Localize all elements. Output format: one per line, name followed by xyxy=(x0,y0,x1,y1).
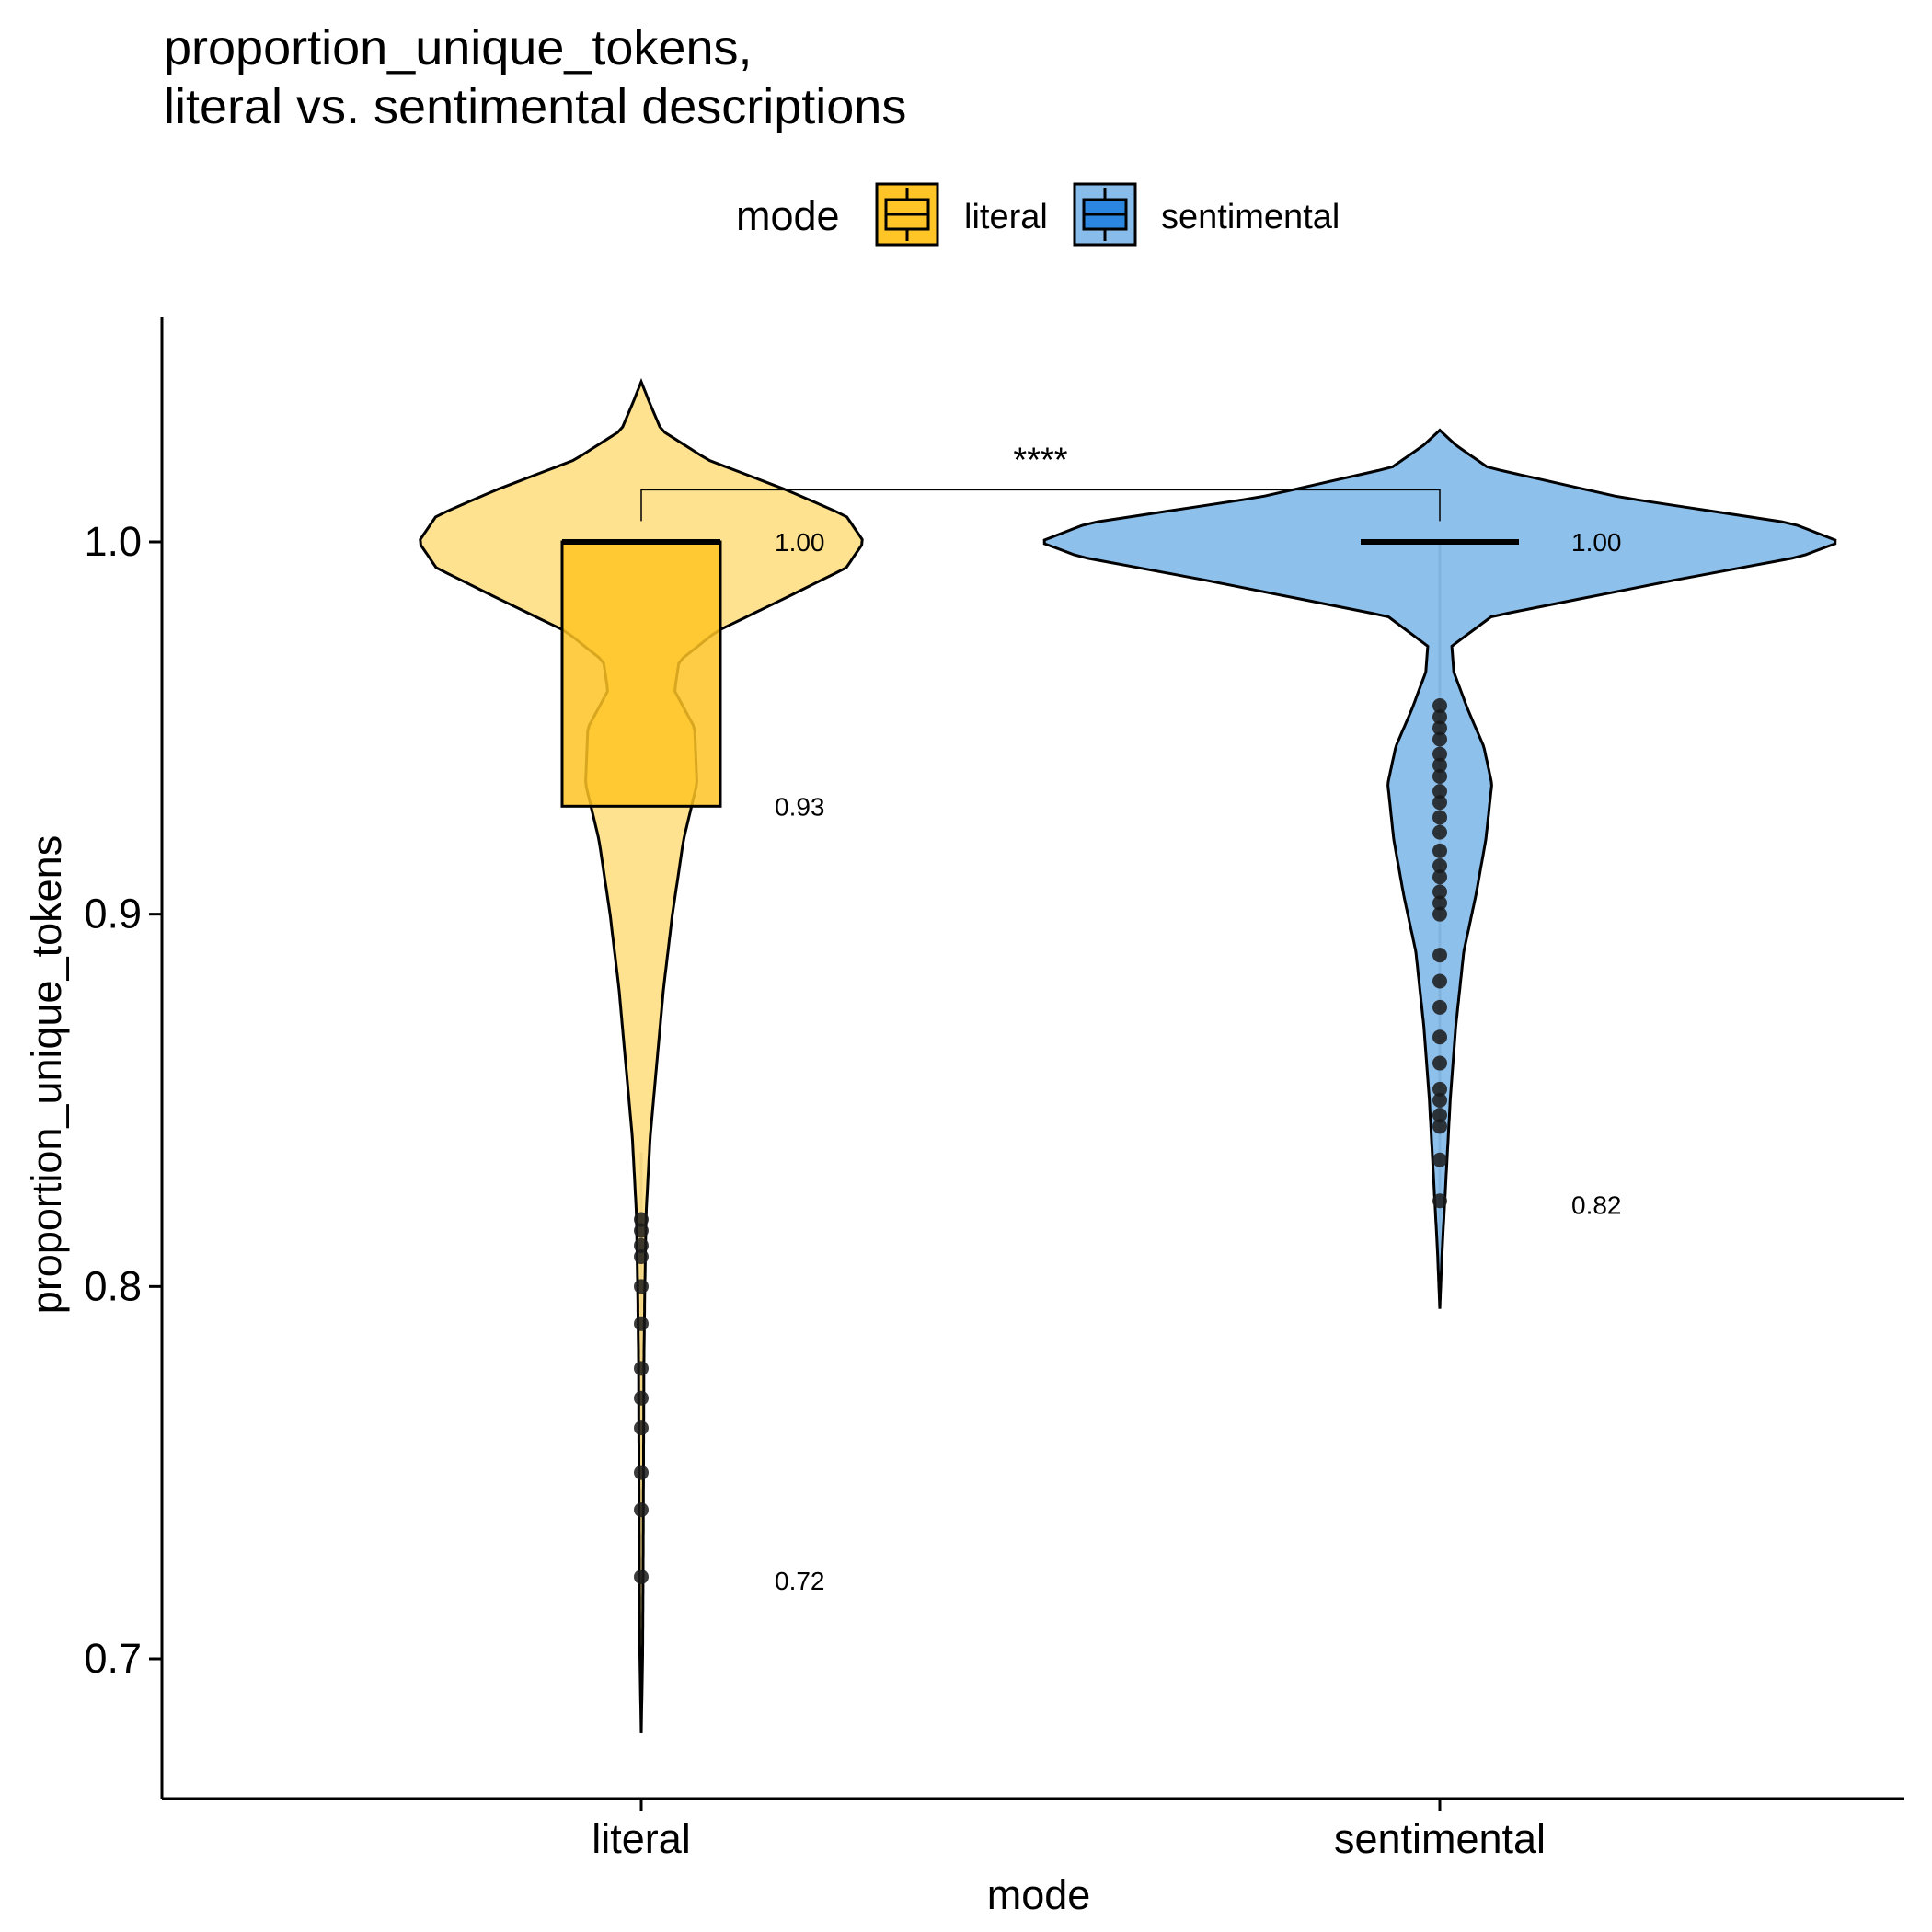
outlier-point-sentimental xyxy=(1432,1193,1447,1209)
outlier-point-sentimental xyxy=(1432,698,1447,714)
value-label-sentimental: 1.00 xyxy=(1571,528,1622,557)
y-tick-label: 0.9 xyxy=(84,891,142,937)
y-axis-ticks: 0.7 0.8 0.9 1.0 xyxy=(84,518,162,1682)
outlier-point-sentimental xyxy=(1432,884,1447,900)
outlier-point-sentimental xyxy=(1432,843,1447,858)
outlier-point-literal xyxy=(634,1569,649,1584)
outlier-point-sentimental xyxy=(1432,1055,1447,1071)
outlier-point-literal xyxy=(634,1316,649,1331)
legend-label-literal: literal xyxy=(964,198,1048,236)
box-literal xyxy=(560,540,722,808)
outlier-point-sentimental xyxy=(1432,1119,1447,1134)
outlier-point-literal xyxy=(634,1223,649,1238)
y-tick-label: 0.8 xyxy=(84,1262,142,1309)
outlier-point-sentimental xyxy=(1432,768,1447,784)
outlier-point-sentimental xyxy=(1432,784,1447,799)
outlier-point-sentimental xyxy=(1432,757,1447,773)
outlier-point-literal xyxy=(634,1361,649,1376)
series-sentimental: 1.00 0.82 xyxy=(1042,428,1837,1309)
y-axis-title: proportion_unique_tokens xyxy=(23,835,70,1314)
value-label-literal: 0.72 xyxy=(775,1567,825,1595)
x-tick-label: literal xyxy=(592,1815,691,1862)
outlier-point-literal xyxy=(634,1465,649,1480)
outlier-point-literal xyxy=(634,1390,649,1406)
plot-area: 1.00 0.93 0.72 1.00 0.82 **** xyxy=(419,377,1837,1733)
outlier-point-sentimental xyxy=(1432,895,1447,911)
series-literal: 1.00 0.93 0.72 xyxy=(419,377,864,1733)
outlier-point-sentimental xyxy=(1432,869,1447,885)
value-label-literal: 1.00 xyxy=(775,528,825,557)
significance-bracket xyxy=(640,489,1441,522)
outlier-point-sentimental xyxy=(1432,746,1447,762)
significance-label: **** xyxy=(1013,441,1067,479)
outlier-point-literal xyxy=(634,1502,649,1518)
outlier-point-sentimental xyxy=(1432,973,1447,989)
x-axis-title: mode xyxy=(987,1871,1091,1918)
outlier-point-sentimental xyxy=(1432,720,1447,736)
outlier-point-literal xyxy=(634,1420,649,1436)
outlier-point-sentimental xyxy=(1432,1093,1447,1108)
x-tick-label: sentimental xyxy=(1334,1815,1546,1862)
value-label-sentimental: 0.82 xyxy=(1571,1190,1622,1219)
legend: mode literal sentimental xyxy=(736,182,1340,247)
value-label-literal: 0.93 xyxy=(775,792,825,821)
x-axis-ticks: literal sentimental xyxy=(592,1799,1546,1862)
outlier-point-sentimental xyxy=(1432,824,1447,840)
legend-item-literal: literal xyxy=(875,182,1048,247)
outlier-point-literal xyxy=(634,1212,649,1227)
outlier-point-sentimental xyxy=(1432,1081,1447,1097)
outlier-point-sentimental xyxy=(1432,906,1447,922)
outlier-point-sentimental xyxy=(1432,731,1447,747)
legend-title: mode xyxy=(736,192,840,239)
outlier-point-literal xyxy=(634,1248,649,1264)
chart-title-line-2: literal vs. sentimental descriptions xyxy=(164,79,906,134)
outlier-point-sentimental xyxy=(1432,810,1447,825)
outlier-point-sentimental xyxy=(1432,1108,1447,1123)
outlier-point-sentimental xyxy=(1432,858,1447,874)
outlier-point-sentimental xyxy=(1432,709,1447,725)
y-tick-label: 1.0 xyxy=(84,518,142,565)
legend-label-sentimental: sentimental xyxy=(1161,198,1340,236)
chart-title-line-1: proportion_unique_tokens, xyxy=(164,20,752,75)
outlier-point-sentimental xyxy=(1432,1152,1447,1167)
outlier-point-literal xyxy=(634,1237,649,1253)
outlier-point-literal xyxy=(634,1279,649,1294)
outlier-point-sentimental xyxy=(1432,1029,1447,1045)
legend-item-sentimental: sentimental xyxy=(1073,182,1340,247)
y-tick-label: 0.7 xyxy=(84,1635,142,1682)
outlier-point-sentimental xyxy=(1432,948,1447,963)
outlier-point-sentimental xyxy=(1432,795,1447,811)
outlier-point-sentimental xyxy=(1432,999,1447,1015)
